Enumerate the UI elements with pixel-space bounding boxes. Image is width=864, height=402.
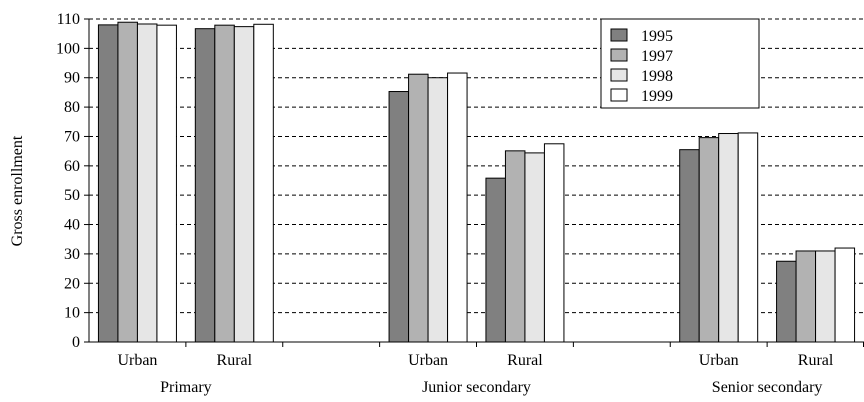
- x-tick-label: Urban: [699, 352, 739, 369]
- group-label: Senior secondary: [712, 379, 823, 396]
- legend: 1995 1997 1998 1999: [600, 18, 760, 109]
- y-tick-labels: 0 10 20 30 40 50 60 70 80 90 100 110: [56, 11, 80, 351]
- x-tick-label: Rural: [798, 352, 834, 369]
- bar-1995: [776, 260, 797, 343]
- bar-1998: [427, 77, 449, 343]
- y-tick-label: 70: [64, 128, 80, 145]
- x-tick-label: Urban: [408, 352, 448, 369]
- bar-1999: [156, 24, 177, 343]
- bar-1999: [834, 247, 856, 343]
- y-tick-label: 60: [64, 158, 80, 175]
- y-axis-label: Gross enrollment: [9, 135, 26, 246]
- bar-1997: [795, 250, 817, 343]
- bar-1995: [485, 177, 506, 343]
- bar-1999: [253, 23, 274, 343]
- bar-1998: [136, 23, 158, 343]
- bar-1998: [718, 133, 739, 343]
- y-tick-label: 40: [64, 217, 80, 234]
- x-tick-label: Urban: [117, 352, 157, 369]
- bar-1998: [524, 152, 545, 343]
- y-tick-label: 100: [56, 40, 80, 57]
- legend-swatch-1998: [610, 68, 628, 82]
- group-label: Primary: [160, 379, 212, 396]
- legend-label-1997: 1997: [641, 48, 673, 65]
- y-tick-label: 80: [64, 99, 80, 116]
- y-tick-label: 20: [64, 275, 80, 292]
- x-tick-label: Rural: [507, 352, 543, 369]
- legend-label-1998: 1998: [641, 68, 673, 85]
- bar-1999: [447, 72, 468, 343]
- group-label: Junior secondary: [422, 379, 531, 396]
- bar-1997: [117, 21, 138, 343]
- bar-1997: [504, 150, 526, 343]
- bar-1998: [233, 26, 255, 343]
- y-tick-label: 0: [72, 334, 80, 351]
- y-tick-label: 50: [64, 187, 80, 204]
- x-tick-label: Rural: [217, 352, 253, 369]
- legend-swatch-1999: [610, 88, 628, 102]
- y-tick-label: 30: [64, 246, 80, 263]
- legend-label-1999: 1999: [641, 88, 673, 105]
- bar-1997: [214, 24, 235, 343]
- y-tick-label: 10: [64, 305, 80, 322]
- y-tick-label: 110: [57, 11, 80, 28]
- bar-1997: [698, 137, 720, 343]
- legend-swatch-1995: [610, 28, 628, 42]
- bar-1999: [737, 132, 759, 343]
- bar-1995: [194, 28, 216, 343]
- legend-label-1995: 1995: [641, 28, 673, 45]
- bar-1995: [97, 24, 119, 343]
- y-tick-label: 90: [64, 70, 80, 87]
- bar-1998: [815, 250, 836, 343]
- x-tick-labels: Urban Rural Urban Rural Urban Rural Primary Jun…: [117, 352, 833, 396]
- bar-1995: [679, 149, 700, 343]
- bar-1997: [408, 73, 429, 343]
- bar-1999: [543, 143, 565, 343]
- axes: [84, 18, 864, 347]
- bar-1995: [388, 91, 410, 343]
- legend-swatch-1997: [610, 48, 628, 62]
